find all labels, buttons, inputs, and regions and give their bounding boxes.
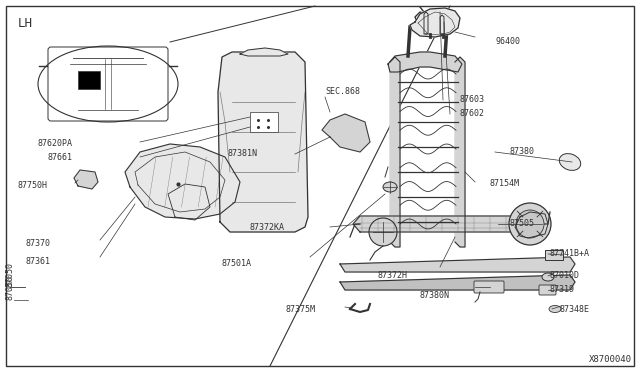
Polygon shape (340, 275, 575, 290)
Ellipse shape (516, 210, 544, 238)
Polygon shape (388, 52, 462, 72)
Text: 87050: 87050 (6, 275, 15, 300)
Text: 96400: 96400 (495, 38, 520, 46)
FancyBboxPatch shape (539, 285, 556, 295)
Polygon shape (515, 212, 548, 238)
Bar (78, 71, 100, 89)
Polygon shape (340, 257, 575, 272)
Text: 87505: 87505 (510, 219, 535, 228)
Ellipse shape (559, 154, 580, 170)
Text: 87381N: 87381N (228, 150, 258, 158)
Text: 87741B+A: 87741B+A (550, 250, 590, 259)
Polygon shape (424, 12, 428, 34)
Text: 87050: 87050 (6, 262, 15, 287)
Text: LH: LH (18, 17, 33, 30)
Text: 87348E: 87348E (560, 305, 590, 314)
FancyBboxPatch shape (474, 281, 504, 293)
Text: 87380: 87380 (510, 148, 535, 157)
Text: 87603: 87603 (460, 96, 485, 105)
Text: 87370: 87370 (25, 240, 50, 248)
Text: 87380N: 87380N (420, 291, 450, 299)
Ellipse shape (549, 305, 561, 312)
Polygon shape (322, 114, 370, 152)
Text: 87375M: 87375M (285, 305, 315, 314)
Text: 87602: 87602 (460, 109, 485, 119)
Polygon shape (410, 8, 460, 37)
Text: SEC.868: SEC.868 (325, 87, 360, 96)
Text: 87154M: 87154M (490, 180, 520, 189)
Text: 87319: 87319 (550, 285, 575, 295)
Text: 87361: 87361 (25, 257, 50, 266)
Ellipse shape (369, 218, 397, 246)
Ellipse shape (509, 203, 551, 245)
Text: 87372H: 87372H (378, 270, 408, 279)
Ellipse shape (542, 273, 554, 281)
Polygon shape (353, 216, 548, 232)
Text: 87620PA: 87620PA (37, 138, 72, 148)
Polygon shape (390, 57, 400, 247)
Polygon shape (168, 184, 210, 220)
Text: 87501A: 87501A (222, 260, 252, 269)
Bar (250, 112, 278, 132)
Text: 87661: 87661 (47, 153, 72, 161)
Polygon shape (440, 15, 444, 34)
Polygon shape (74, 170, 98, 189)
Text: 87010D: 87010D (550, 270, 580, 279)
Text: 87372KA: 87372KA (250, 222, 285, 231)
Ellipse shape (383, 182, 397, 192)
Polygon shape (125, 144, 240, 219)
Polygon shape (240, 48, 288, 56)
Polygon shape (218, 52, 308, 232)
Bar (545, 250, 563, 260)
Text: X8700040: X8700040 (589, 355, 632, 364)
Text: 87750H: 87750H (18, 182, 48, 190)
Polygon shape (455, 57, 465, 247)
